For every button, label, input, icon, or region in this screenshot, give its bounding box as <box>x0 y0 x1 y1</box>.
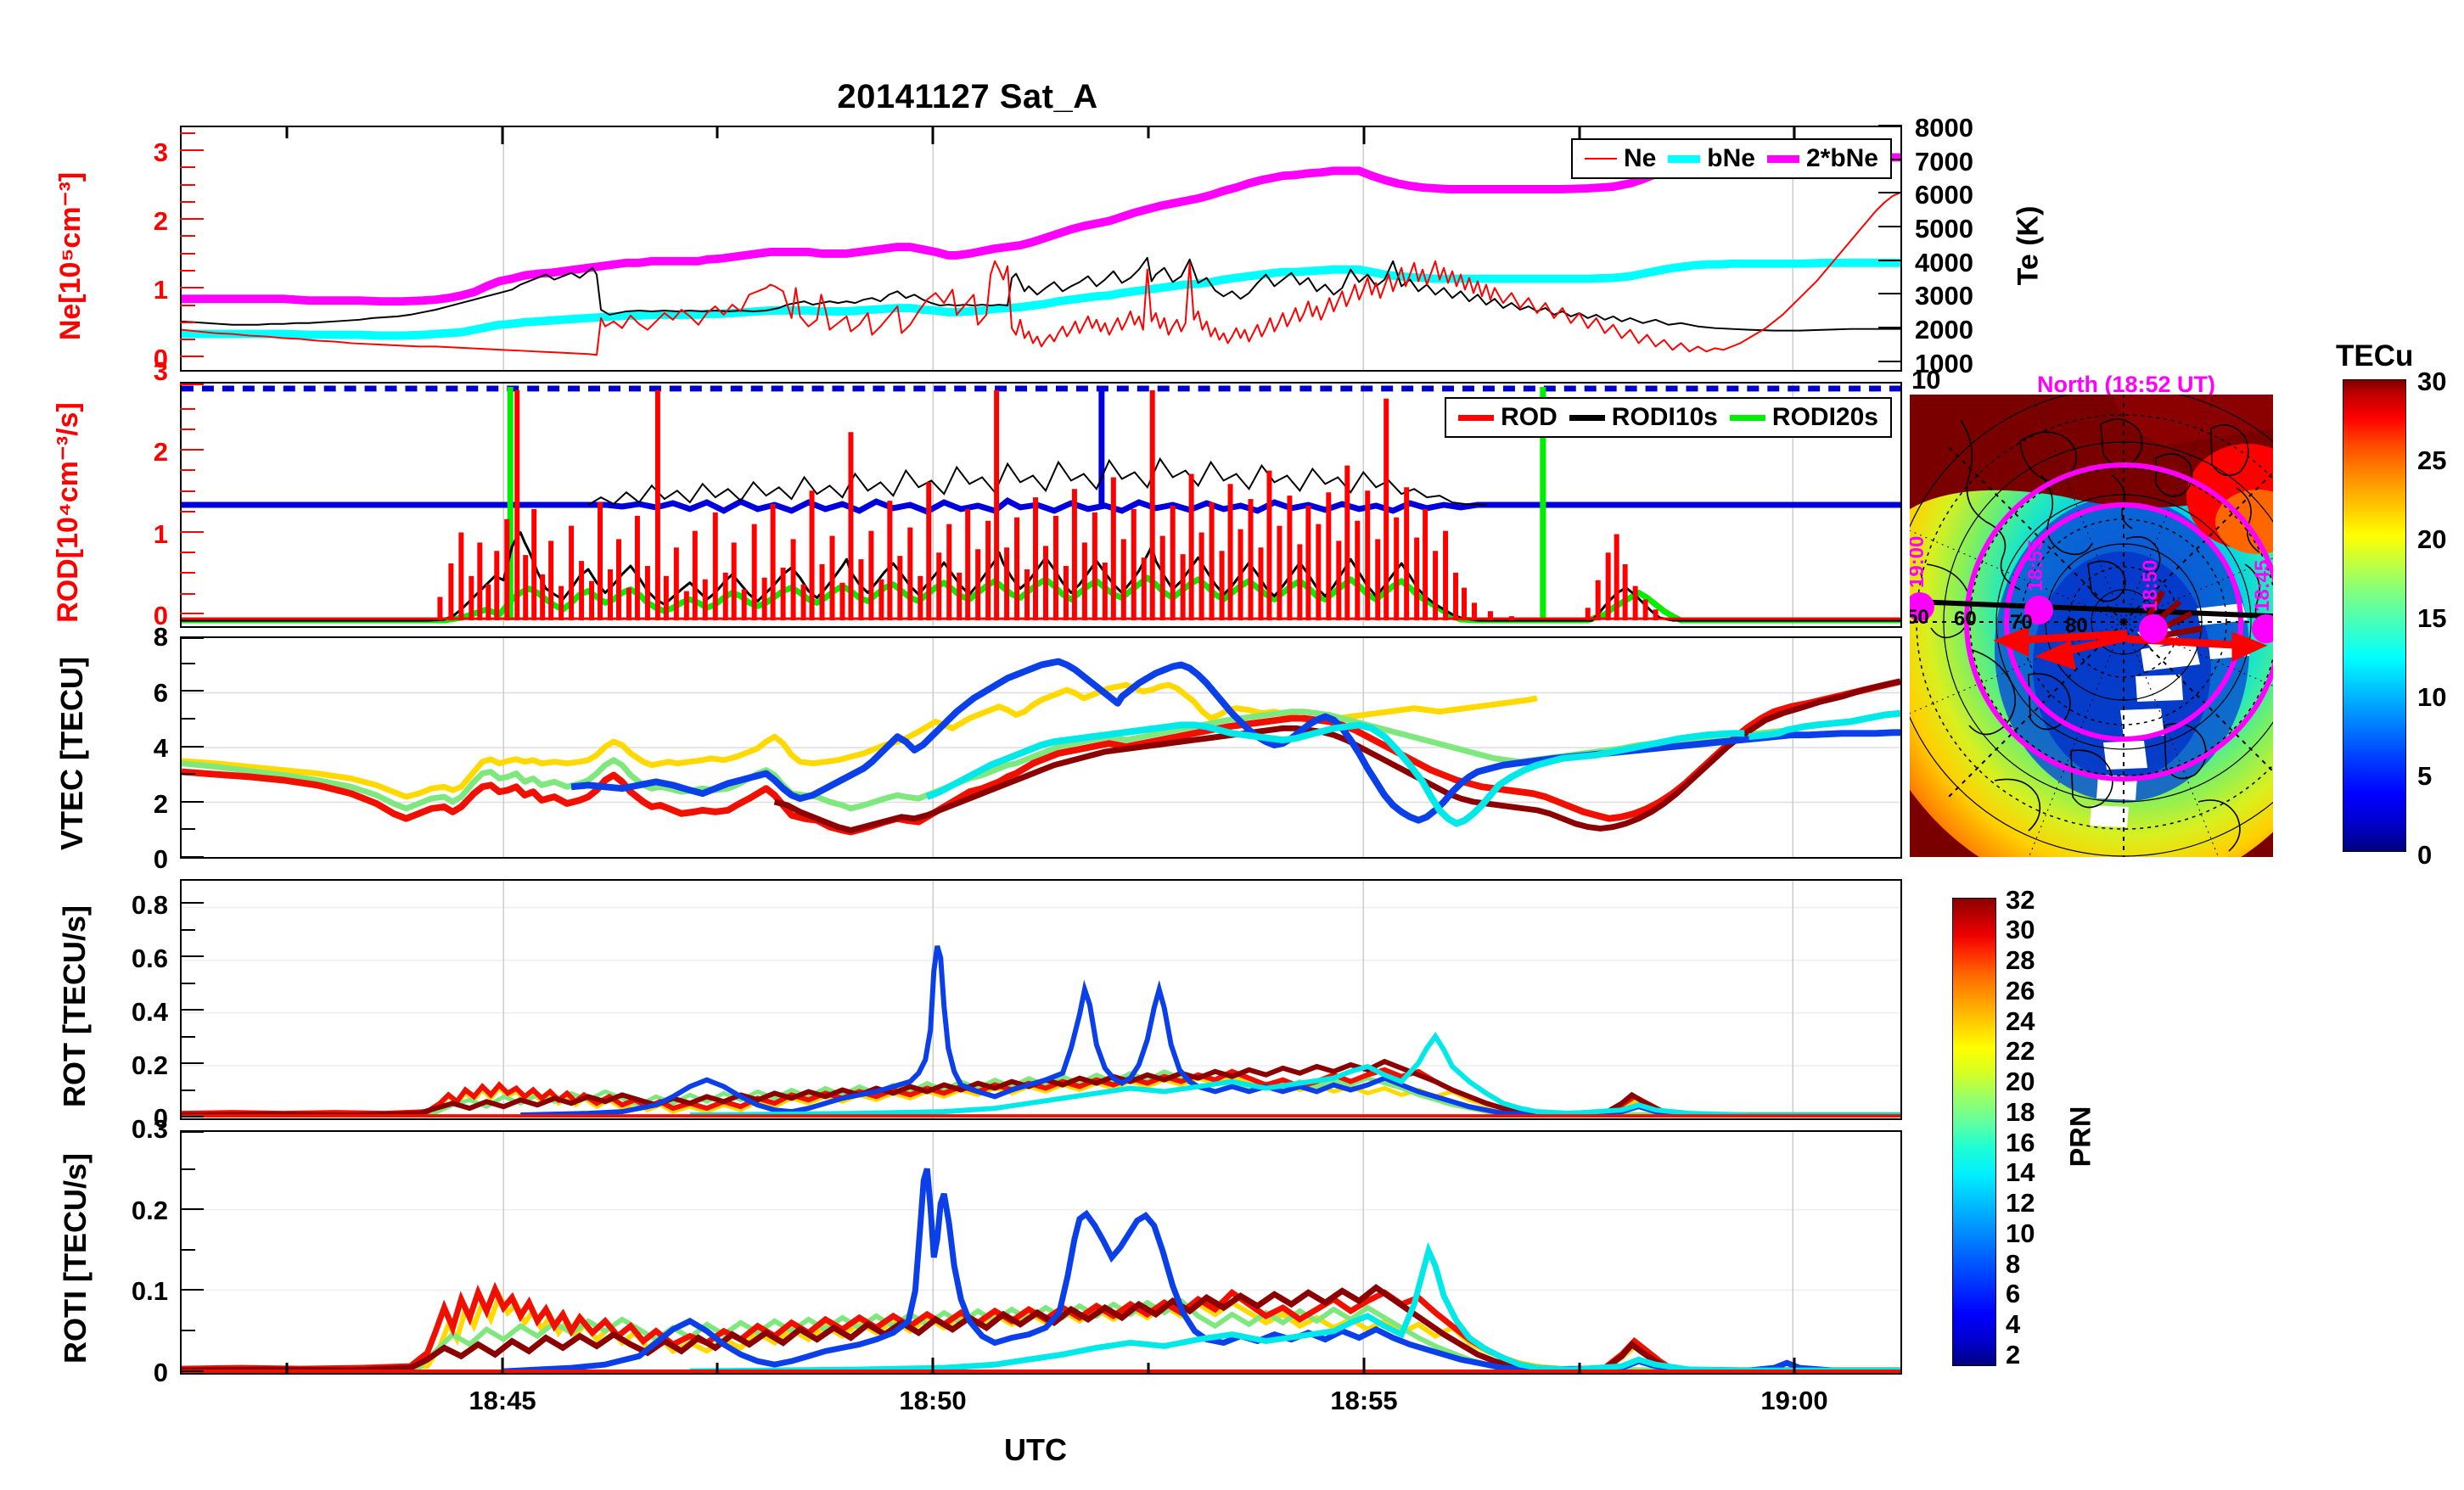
prn-colorbar-tick: 4 <box>2006 1309 2021 1339</box>
panel2-ytick: 3 <box>153 356 168 386</box>
prn-colorbar-tick: 26 <box>2006 976 2035 1005</box>
prn-colorbar-tick: 16 <box>2006 1128 2035 1157</box>
prn-colorbar-tick: 22 <box>2006 1036 2035 1066</box>
svg-text:80: 80 <box>2065 614 2088 637</box>
tecu-colorbar-tick: 5 <box>2417 761 2433 791</box>
prn-colorbar-tick: 28 <box>2006 945 2035 975</box>
panel-rod <box>180 382 1902 628</box>
panel1-ytick-right: 5000 <box>1915 214 1973 244</box>
panel1-ytick-right: 2000 <box>1915 315 1973 344</box>
panel1-ytick: 2 <box>153 206 168 236</box>
panel4-ytick: 0.8 <box>131 890 168 920</box>
panel2-ytick: 2 <box>153 437 168 467</box>
tecu-colorbar-tick: 0 <box>2417 840 2433 870</box>
prn-colorbar-tick: 18 <box>2006 1097 2035 1127</box>
svg-text:18:45: 18:45 <box>2251 560 2273 612</box>
panel-vtec <box>180 636 1902 859</box>
prn-colorbar <box>1952 898 1996 1366</box>
panel3-ytick: 6 <box>153 678 168 708</box>
xtick-label: 19:00 <box>1760 1386 1828 1415</box>
legend-label-rodi20s: RODI20s <box>1771 403 1878 431</box>
legend-label-2bne: 2*bNe <box>1805 144 1878 172</box>
prn-colorbar-tick: 24 <box>2006 1006 2035 1036</box>
panel5-ylabel-left: ROTI [TECU/s] <box>58 1153 93 1364</box>
panel1-ytick: 0 <box>153 344 168 373</box>
prn-colorbar-tick: 14 <box>2006 1157 2035 1187</box>
prn-colorbar-tick: 20 <box>2006 1067 2035 1096</box>
panel4-ytick: 0 <box>153 1103 168 1133</box>
panel3-ytick: 0 <box>153 844 168 874</box>
panel2-ytick: 0 <box>153 601 168 630</box>
panel-rot <box>180 879 1902 1120</box>
panel1-ytick: 1 <box>153 275 168 305</box>
prn-colorbar-tick: 10 <box>2006 1218 2035 1248</box>
xtick-label: 18:45 <box>469 1386 536 1415</box>
legend-line-ne <box>1585 158 1617 160</box>
page-title: 20141127 Sat_A <box>837 78 1098 115</box>
prn-colorbar-tick: 8 <box>2006 1249 2021 1279</box>
prn-colorbar-tick: 32 <box>2006 885 2035 915</box>
prn-colorbar-title: PRN <box>2064 1106 2097 1168</box>
panel1-ytick-right: 3000 <box>1915 281 1973 311</box>
xtick-label: 18:55 <box>1330 1386 1398 1415</box>
panel4-ytick: 0.4 <box>131 997 168 1027</box>
svg-text:60: 60 <box>1954 608 1977 630</box>
panel1-ylabel-right: Te (K) <box>2012 205 2045 286</box>
svg-text:18:50: 18:50 <box>2139 560 2162 612</box>
legend-line-rodi20s <box>1729 414 1765 421</box>
panel3-ylabel-left: VTEC [TECU] <box>54 657 89 850</box>
tecu-colorbar-tick: 15 <box>2417 603 2447 633</box>
panel3-ytick: 2 <box>153 789 168 819</box>
panel1-ytick-right: 7000 <box>1915 147 1973 176</box>
panel2-ytick-right: 10 <box>1911 365 1941 395</box>
legend-line-bne <box>1668 154 1701 163</box>
legend-label-ne: Ne <box>1623 144 1657 172</box>
tecu-colorbar-tick: 10 <box>2417 682 2447 712</box>
panel5-ytick: 0.3 <box>131 1114 168 1144</box>
prn-colorbar-tick: 12 <box>2006 1188 2035 1218</box>
panel1-ylabel-left: Ne[10⁵cm⁻³] <box>54 171 87 341</box>
legend-label-bne: bNe <box>1707 144 1755 172</box>
svg-text:50: 50 <box>1910 606 1929 629</box>
panel2-ylabel-left: ROD[10⁴cm⁻³/s] <box>52 402 84 623</box>
panel4-ytick: 0.2 <box>131 1050 168 1080</box>
prn-colorbar-tick: 6 <box>2006 1279 2021 1308</box>
tecu-colorbar-tick: 20 <box>2417 524 2447 554</box>
panel2-ytick: 1 <box>153 519 168 549</box>
svg-text:70: 70 <box>2010 611 2033 634</box>
panel5-ytick: 0 <box>153 1358 168 1387</box>
legend-line-rod <box>1458 414 1495 421</box>
panel2-legend: ROD RODI10s RODI20s <box>1445 397 1892 438</box>
xaxis-label: UTC <box>1004 1432 1067 1467</box>
legend-line-rodi10s <box>1569 414 1605 421</box>
svg-text:19:00: 19:00 <box>1910 536 1928 588</box>
prn-colorbar-tick: 30 <box>2006 915 2035 944</box>
panel1-ytick-right: 4000 <box>1915 248 1973 277</box>
panel4-ytick: 0.6 <box>131 944 168 973</box>
map-title: North (18:52 UT) <box>2037 372 2216 397</box>
tecu-colorbar-tick: 30 <box>2417 367 2447 396</box>
panel5-ytick: 0.2 <box>131 1196 168 1225</box>
panel1-ytick-right: 1000 <box>1915 349 1973 378</box>
tecu-colorbar-tick: 25 <box>2417 445 2447 475</box>
legend-label-rod: ROD <box>1501 403 1558 431</box>
svg-text:18:55: 18:55 <box>2024 540 2047 591</box>
xtick-label: 18:50 <box>899 1386 967 1415</box>
prn-colorbar-tick: 2 <box>2006 1340 2021 1370</box>
polar-tec-map: 50 60 70 80 19:00 18:55 18:50 18:45 <box>1910 395 2273 857</box>
panel-roti <box>180 1130 1902 1375</box>
panel1-ytick: 3 <box>153 137 168 167</box>
panel1-ytick-right: 8000 <box>1915 113 1973 143</box>
panel1-ytick-right: 6000 <box>1915 180 1973 210</box>
tecu-colorbar-title: TECu <box>2336 339 2414 372</box>
panel1-legend: Ne bNe 2*bNe <box>1571 138 1892 179</box>
panel5-ytick: 0.1 <box>131 1276 168 1306</box>
tecu-colorbar <box>2343 379 2406 852</box>
panel3-ytick: 8 <box>153 622 168 652</box>
legend-line-2bne <box>1766 154 1799 163</box>
panel3-ytick: 4 <box>153 733 168 763</box>
legend-label-rodi10s: RODI10s <box>1611 403 1718 431</box>
